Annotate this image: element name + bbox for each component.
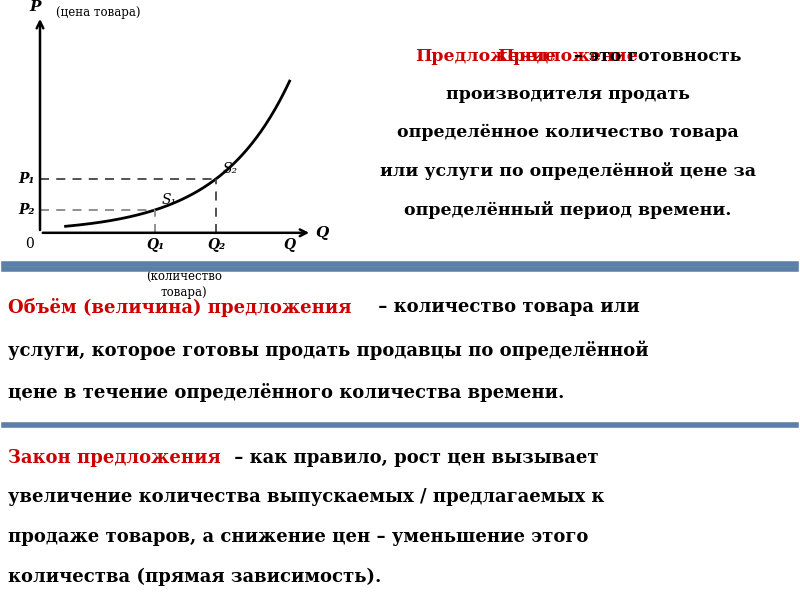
Text: (цена товара): (цена товара)	[56, 5, 141, 19]
Text: Предложение: Предложение	[498, 47, 638, 65]
Text: производителя продать: производителя продать	[446, 86, 690, 103]
Text: – это готовность: – это готовность	[568, 47, 742, 65]
Text: – количество товара или: – количество товара или	[372, 298, 640, 316]
Text: Q: Q	[283, 238, 296, 252]
Text: (количество
товара): (количество товара)	[146, 271, 222, 299]
Text: количества (прямая зависимость).: количества (прямая зависимость).	[8, 568, 382, 586]
Text: Объём (величина) предложения: Объём (величина) предложения	[8, 298, 351, 317]
Text: определённый период времени.: определённый период времени.	[404, 200, 732, 218]
Text: услуги, которое готовы продать продавцы по определённой: услуги, которое готовы продать продавцы …	[8, 340, 649, 360]
Text: увеличение количества выпускаемых / предлагаемых к: увеличение количества выпускаемых / пред…	[8, 488, 604, 506]
Text: продаже товаров, а снижение цен – уменьшение этого: продаже товаров, а снижение цен – уменьш…	[8, 528, 588, 546]
Text: 0: 0	[25, 236, 34, 251]
Text: Предложение: Предложение	[415, 47, 556, 65]
Text: Q: Q	[315, 226, 329, 240]
Text: P₁: P₁	[18, 172, 35, 186]
Text: – как правило, рост цен вызывает: – как правило, рост цен вызывает	[228, 449, 598, 467]
Text: S₁: S₁	[162, 193, 177, 208]
Text: Закон предложения: Закон предложения	[8, 449, 221, 467]
Text: Q₁: Q₁	[146, 238, 164, 252]
Text: цене в течение определённого количества времени.: цене в течение определённого количества …	[8, 383, 564, 401]
Text: определённое количество товара: определённое количество товара	[397, 124, 739, 141]
Text: P: P	[30, 0, 41, 14]
Text: Q₂: Q₂	[207, 238, 225, 252]
Text: или услуги по определённой цене за: или услуги по определённой цене за	[380, 163, 756, 181]
Text: S₂: S₂	[222, 163, 238, 176]
Text: P₂: P₂	[18, 203, 35, 217]
